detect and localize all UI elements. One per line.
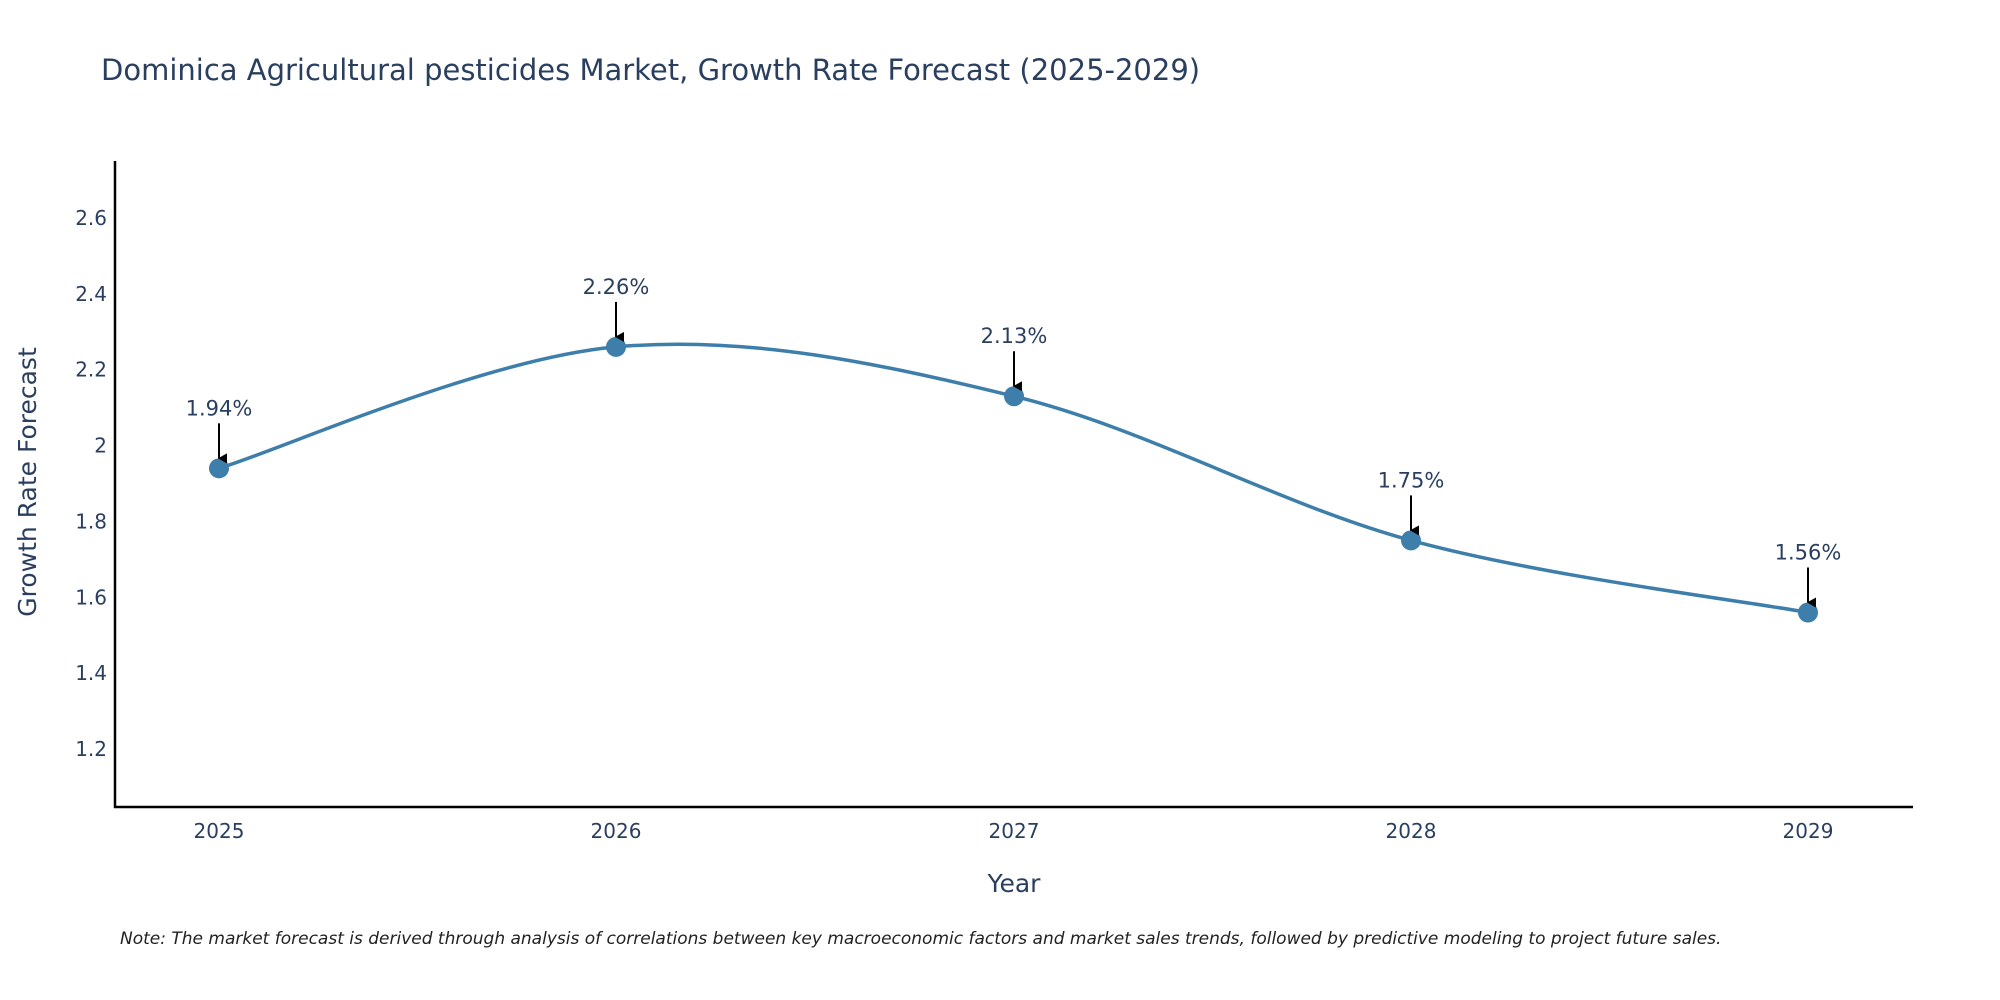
x-axis-ticks: 2025 2026 2027 2028 2029 (194, 819, 1834, 843)
x-tick-label: 2027 (989, 819, 1040, 843)
y-tick-label: 2.2 (75, 358, 107, 382)
data-label-2026: 2.26% (583, 275, 650, 299)
y-tick-label: 1.4 (75, 661, 107, 685)
y-tick-label: 1.2 (75, 737, 107, 761)
chart-title: Dominica Agricultural pesticides Market,… (101, 53, 1200, 87)
y-tick-label: 1.6 (75, 585, 107, 609)
data-label-2025: 1.94% (186, 396, 253, 420)
y-tick-label: 2 (94, 434, 107, 458)
y-axis-title: Growth Rate Forecast (13, 347, 42, 617)
x-tick-label: 2025 (194, 819, 245, 843)
y-tick-label: 2.6 (75, 206, 107, 230)
data-point-2029[interactable] (1798, 602, 1818, 623)
y-axis-ticks: 1.2 1.4 1.6 1.8 2 2.2 2.4 2.6 (75, 206, 107, 761)
plot-area: 1.94% 2.26% 2.13% 1.75% 1.56% (186, 275, 1842, 623)
y-tick-label: 1.8 (75, 509, 107, 533)
data-label-2027: 2.13% (981, 324, 1048, 348)
data-label-2028: 1.75% (1378, 468, 1445, 492)
y-tick-label: 2.4 (75, 282, 107, 306)
data-label-2029: 1.56% (1775, 541, 1842, 565)
data-point-2026[interactable] (606, 336, 626, 357)
chart-note: Note: The market forecast is derived thr… (120, 929, 1721, 949)
x-tick-label: 2029 (1783, 819, 1834, 843)
data-point-2027[interactable] (1004, 386, 1024, 407)
x-tick-label: 2028 (1386, 819, 1437, 843)
data-point-2028[interactable] (1401, 530, 1421, 551)
x-tick-label: 2026 (591, 819, 642, 843)
x-axis-title: Year (987, 869, 1042, 898)
data-point-2025[interactable] (209, 458, 229, 479)
